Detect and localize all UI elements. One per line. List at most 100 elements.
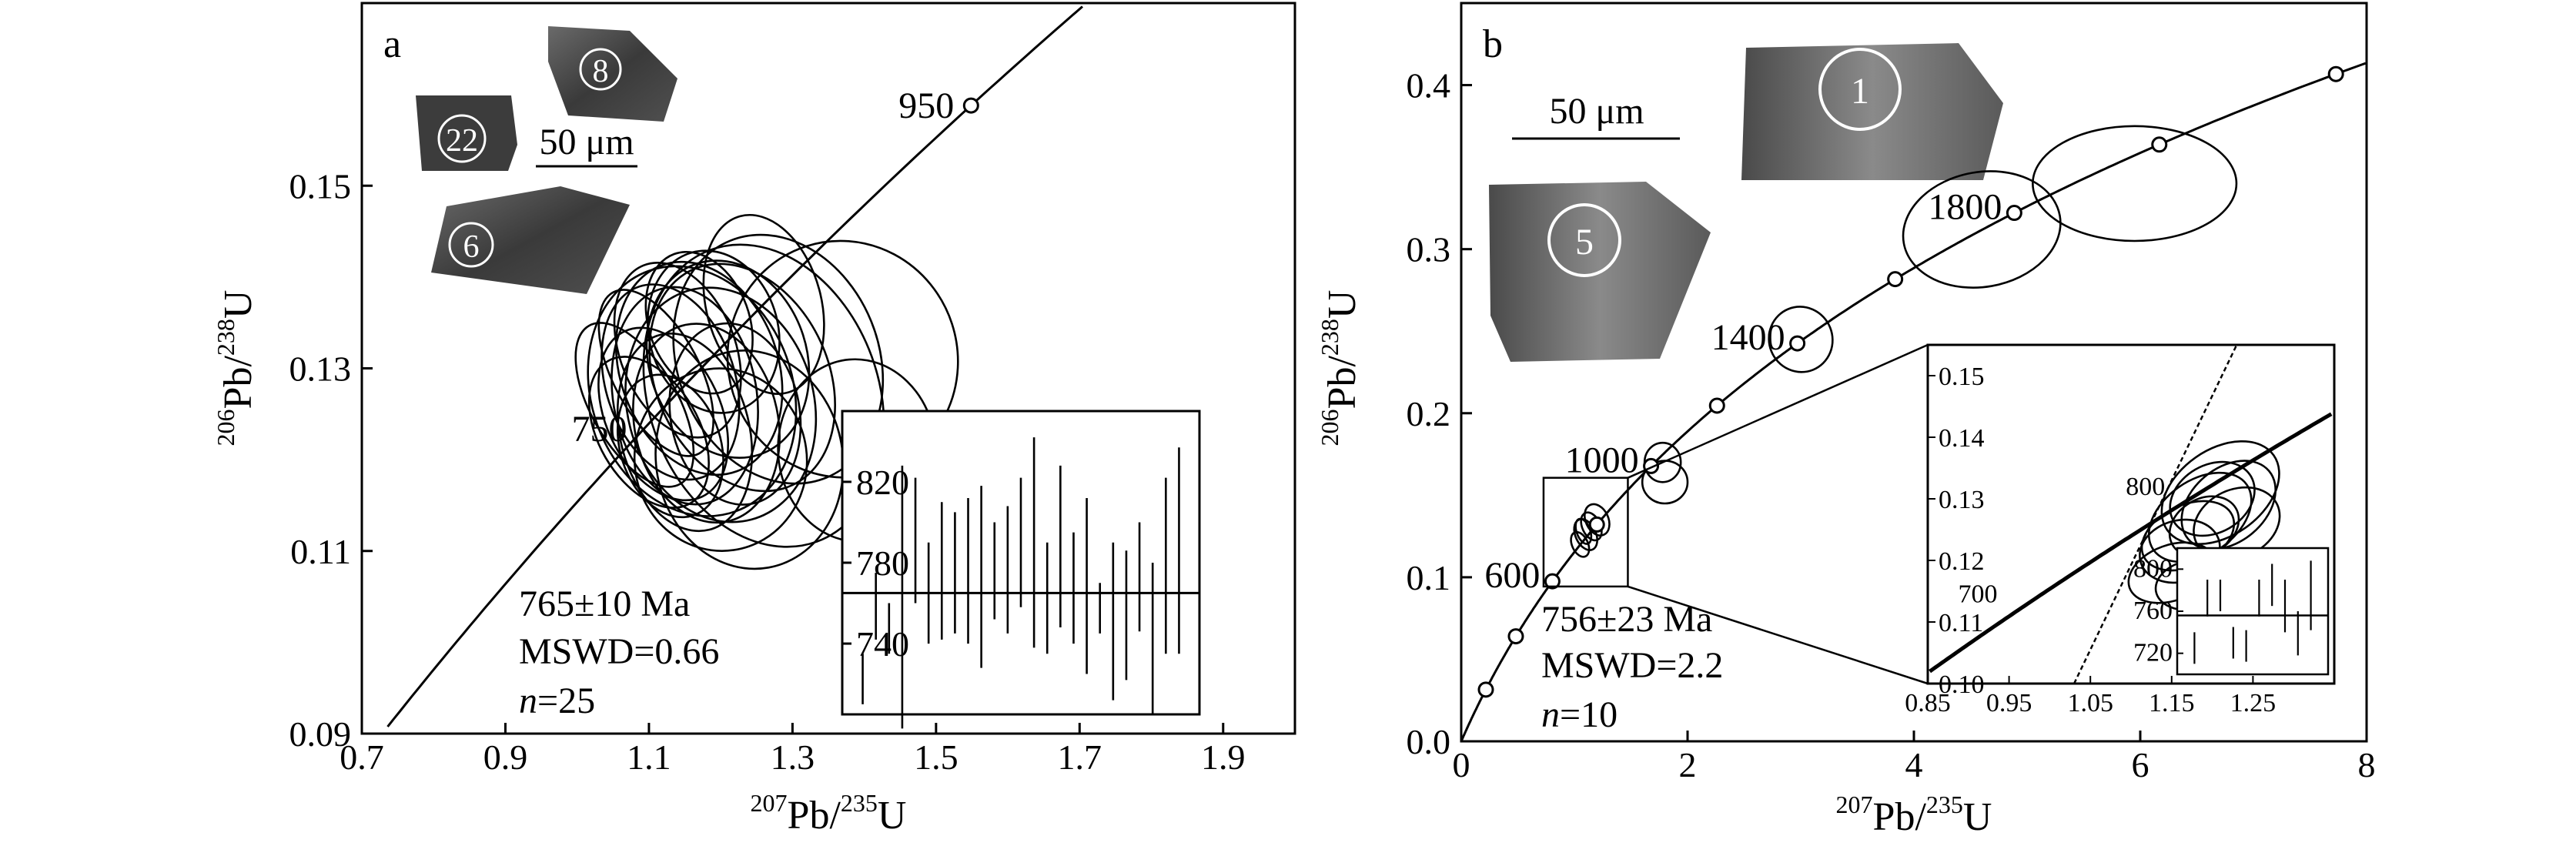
age-result-a: 765±10 Ma [519,584,690,624]
panel-b-label: b [1483,22,1503,66]
error-ellipse-inset [2160,440,2280,546]
inset-y-tick-label: 0.15 [1939,363,1985,391]
x-tick-label: 1.5 [914,737,958,777]
age-marker-b [1588,516,1605,533]
error-ellipse-a [644,250,754,395]
zircon-label-22: 22 [446,123,478,159]
age-marker-b [1887,271,1904,288]
y-tick-label: 0.13 [289,349,352,389]
error-ellipse-a [702,213,825,395]
age-label-a: 950 [898,85,954,126]
concordia-curve-inset [1929,412,2333,674]
x-tick-label: 1.9 [1201,737,1246,777]
error-ellipse-a [633,367,808,552]
panel-a: a 8 22 6 50 μm 950 750 0.7 0.9 1.1 1.3 1.5 1.7… [212,2,1296,838]
error-ellipse-a [601,283,741,481]
inset-b-tick-label: 720 [2133,639,2173,667]
error-ellipse-b [1574,517,1593,545]
panel-a-label: a [383,22,401,66]
x-tick-label: 0 [1453,745,1470,784]
age-label-inset: 800 [2126,473,2165,501]
error-ellipse-b [1768,306,1834,373]
ellipse-group-a [574,213,959,570]
error-ellipse-a [672,233,885,485]
weighted-mean-inset-b [2176,547,2330,676]
age-label-b: 1400 [1711,317,1785,358]
zoom-connector [1628,585,1929,685]
zircon-label-6: 6 [463,229,480,265]
age-label-a: 750 [571,409,627,450]
inset-x-tick-label: 1.25 [2230,689,2277,717]
x-tick-label: 0.9 [483,737,528,777]
error-ellipse-a [611,286,759,506]
age-marker-b [1708,397,1725,414]
inset-tick-label-a: 780 [856,543,909,583]
x-axis-label-b: 207Pb/235U [1836,791,1992,839]
age-marker-b [1789,335,1806,352]
zircon-label-5: 5 [1575,222,1594,262]
age-label-inset: 700 [1958,580,1997,608]
age-marker-b [2006,205,2022,222]
x-tick-label: 2 [1679,745,1697,784]
scale-bar-label-b: 50 μm [1549,91,1644,132]
error-ellipse-a [616,333,754,533]
inset-b-tick-label: 800 [2133,554,2173,583]
inset-x-tick-label: 0.95 [1986,689,2032,717]
y-tick-label: 0.09 [289,714,352,754]
x-tick-label: 1.1 [627,737,671,777]
x-tick-label: 6 [2132,745,2149,784]
inset-y-tick-label: 0.12 [1939,547,1985,576]
weighted-mean-inset-a: 740 780 820 [841,410,1201,729]
y-tick-label: 0.11 [290,532,351,571]
y-tick-label: 0.4 [1407,66,1451,105]
inset-x-tick-label: 1.05 [2067,689,2113,717]
age-marker-b [2151,136,2168,153]
concordia-curve-a [386,5,1083,727]
zircon-grain-22 [416,95,517,171]
zircon-grain-1 [1741,43,2003,180]
error-ellipse-b [2032,125,2238,242]
y-tick-label: 0.3 [1407,230,1451,269]
x-tick-label: 4 [1905,745,1923,784]
error-ellipse-a [668,322,802,506]
x-tick-label: 1.7 [1058,737,1102,777]
age-result-b: 756±23 Ma [1541,599,1712,640]
age-marker-a [962,97,979,114]
y-tick-label: 0.0 [1407,722,1451,761]
y-tick-label: 0.1 [1407,558,1451,597]
inset-x-tick-label: 0.85 [1905,689,1951,717]
zircon-images-b: 1 5 50 μm [1489,43,2003,362]
x-tick-label: 1.3 [771,737,815,777]
error-ellipse-b [1902,170,2062,289]
x-axis-label-a: 207Pb/235U [751,789,907,838]
n-b: n=10 [1541,694,1618,735]
mswd-b: MSWD=2.2 [1541,645,1723,686]
mswd-a: MSWD=0.66 [519,631,719,672]
error-ellipse-inset [2180,460,2277,550]
inset-y-tick-label: 0.14 [1939,424,1985,453]
y-tick-label: 0.2 [1407,394,1451,433]
zircon-grain-8 [548,26,677,122]
age-marker-b [1544,573,1561,590]
zircon-label-8: 8 [593,54,609,89]
age-marker-b [1477,681,1494,698]
inset-tick-label-a: 740 [856,624,909,664]
zircon-images-a: 8 22 6 50 μm [416,26,677,294]
x-tick-label: 0.7 [340,737,384,777]
inset-y-tick-label: 0.13 [1939,486,1985,514]
age-marker-b [1507,628,1524,645]
age-marker-b [2327,65,2344,82]
zircon-grain-6 [431,186,630,294]
age-label-b: 1800 [1928,187,2002,228]
y-axis-label-b: 206Pb/238U [1316,290,1364,446]
age-label-b: 1000 [1565,440,1639,480]
inset-tick-label-a: 820 [856,463,909,502]
error-ellipse-a [648,262,836,493]
y-axis-label-a: 206Pb/238U [212,290,260,446]
zoom-inset-b: 700 800 0.85 0.95 1.05 1.15 1.25 0.10 0.11 0.12 0… [1905,343,2336,717]
zoom-box [1542,477,1629,588]
inset-y-tick-label: 0.10 [1939,670,1985,699]
n-a: n=25 [519,680,595,721]
